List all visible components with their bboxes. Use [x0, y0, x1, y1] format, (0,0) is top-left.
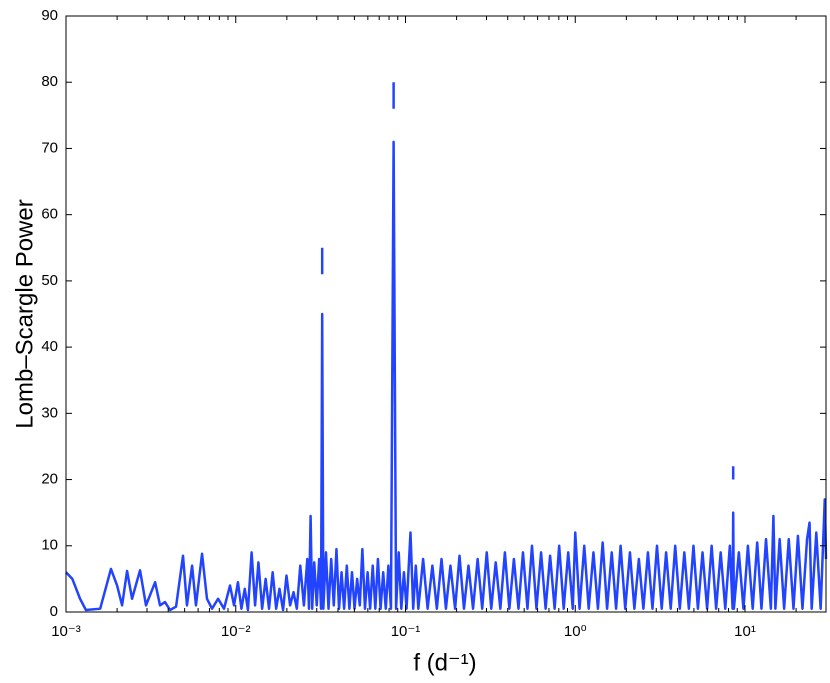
x-tick-label: 10⁻²	[221, 623, 251, 640]
data-line	[65, 82, 828, 612]
y-tick-label: 10	[41, 537, 58, 554]
plot-frame	[65, 15, 827, 613]
x-tick-label: 10¹	[734, 623, 756, 640]
y-tick-label: 0	[50, 603, 58, 620]
y-axis-label: Lomb–Scargle Power	[11, 199, 38, 428]
x-tick-label: 10⁻¹	[391, 623, 421, 640]
x-tick-label: 10⁻³	[51, 623, 81, 640]
y-tick-label: 30	[41, 404, 58, 421]
y-tick-label: 40	[41, 338, 58, 355]
y-tick-label: 70	[41, 139, 58, 156]
y-tick-label: 60	[41, 206, 58, 223]
y-tick-label: 80	[41, 73, 58, 90]
y-tick-label: 20	[41, 471, 58, 488]
y-tick-label: 50	[41, 272, 58, 289]
x-tick-label: 10⁰	[564, 623, 587, 640]
y-tick-label: 90	[41, 7, 58, 24]
x-axis-label: f (d⁻¹)	[413, 649, 476, 676]
